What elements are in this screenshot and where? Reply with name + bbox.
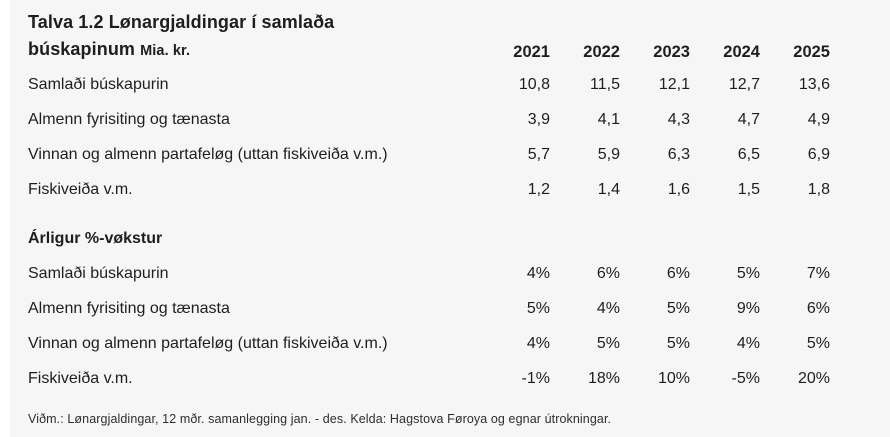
row-value: 13,6: [798, 75, 830, 93]
row-value: 12,1: [658, 75, 690, 93]
row-value: 4,7: [737, 110, 760, 128]
table-header: Talva 1.2 Lønargjaldingar í samlaða búsk…: [28, 9, 830, 65]
row-value: 3,9: [527, 110, 550, 128]
row-value: 5%: [806, 334, 830, 352]
table-row: Samlaði búskapurin 10,8 11,5 12,1 12,7 1…: [28, 67, 830, 102]
table-row: Fiskiveiða v.m. 1,2 1,4 1,6 1,5 1,8: [28, 172, 830, 207]
row-value: 20%: [797, 369, 830, 387]
table-row: Almenn fyrisiting og tænasta 3,9 4,1 4,3…: [28, 102, 830, 137]
row-value: 10,8: [518, 75, 550, 93]
row-value: 6,9: [807, 145, 830, 163]
section-header: Árligur %-vøkstur: [28, 229, 163, 247]
title-line-2-text: búskapinum: [28, 39, 136, 59]
row-label: Vinnan og almenn partafeløg (uttan fiski…: [28, 334, 388, 352]
row-value: 6,5: [737, 145, 760, 163]
row-value: 6,3: [667, 145, 690, 163]
row-value: 10%: [657, 369, 690, 387]
row-value: 5%: [736, 264, 760, 282]
table-row: Almenn fyrisiting og tænasta 5% 4% 5% 9%…: [28, 291, 830, 326]
row-label: Samlaði búskapurin: [28, 264, 169, 282]
year-header: 2021: [513, 43, 550, 61]
row-label: Samlaði búskapurin: [28, 75, 169, 93]
table-row: Fiskiveiða v.m. -1% 18% 10% -5% 20%: [28, 361, 830, 396]
year-header: 2024: [723, 43, 760, 61]
row-value: 6%: [596, 264, 620, 282]
year-header: 2025: [793, 43, 830, 61]
year-header: 2023: [653, 43, 690, 61]
row-value: 4%: [596, 299, 620, 317]
row-value: 11,5: [590, 75, 620, 93]
title-line-2: búskapinum Mia. kr.: [28, 36, 480, 65]
section-header-row: Árligur %-vøkstur: [28, 221, 830, 256]
unit-label: Mia. kr.: [140, 43, 191, 59]
row-value: 1,8: [807, 180, 830, 198]
row-value: 1,5: [737, 180, 760, 198]
row-value: 6%: [806, 299, 830, 317]
table-row: Samlaði búskapurin 4% 6% 6% 5% 7%: [28, 256, 830, 291]
row-value: 5%: [526, 299, 550, 317]
row-value: 9%: [736, 299, 760, 317]
row-value: -5%: [731, 369, 760, 387]
year-header: 2022: [583, 43, 620, 61]
row-label: Fiskiveiða v.m.: [28, 180, 133, 198]
footnote: Viðm.: Lønargjaldingar, 12 mðr. samanleg…: [28, 412, 612, 426]
document-page: Talva 1.2 Lønargjaldingar í samlaða búsk…: [10, 0, 890, 437]
row-value: 18%: [587, 369, 620, 387]
title-line-1: Talva 1.2 Lønargjaldingar í samlaða: [28, 12, 335, 32]
row-value: 1,2: [527, 180, 550, 198]
row-value: 4%: [526, 334, 550, 352]
row-value: 5%: [596, 334, 620, 352]
row-label: Almenn fyrisiting og tænasta: [28, 299, 230, 317]
row-value: 5%: [666, 334, 690, 352]
row-value: 4%: [736, 334, 760, 352]
table-row: Vinnan og almenn partafeløg (uttan fiski…: [28, 326, 830, 361]
row-value: 5%: [666, 299, 690, 317]
row-label: Vinnan og almenn partafeløg (uttan fiski…: [28, 145, 388, 163]
row-value: 4%: [526, 264, 550, 282]
year-header-row: 2021 2022 2023 2024 2025: [480, 43, 830, 65]
row-value: 1,4: [597, 180, 620, 198]
table-title: Talva 1.2 Lønargjaldingar í samlaða búsk…: [28, 9, 480, 65]
row-value: 7%: [806, 264, 830, 282]
row-value: 5,9: [597, 145, 620, 163]
row-value: -1%: [521, 369, 550, 387]
row-value: 6%: [666, 264, 690, 282]
row-value: 4,3: [667, 110, 690, 128]
row-label: Almenn fyrisiting og tænasta: [28, 110, 230, 128]
row-value: 5,7: [527, 145, 550, 163]
row-label: Fiskiveiða v.m.: [28, 369, 133, 387]
table-row: Vinnan og almenn partafeløg (uttan fiski…: [28, 137, 830, 172]
row-value: 1,6: [667, 180, 690, 198]
row-value: 4,9: [807, 110, 830, 128]
row-value: 4,1: [597, 110, 620, 128]
row-value: 12,7: [728, 75, 760, 93]
